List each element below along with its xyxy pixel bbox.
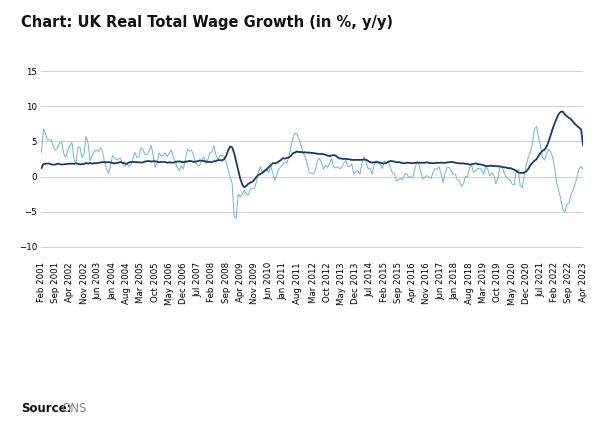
Text: ONS: ONS [61, 402, 86, 415]
Text: Source:: Source: [21, 402, 71, 415]
Text: Chart: UK Real Total Wage Growth (in %, y/y): Chart: UK Real Total Wage Growth (in %, … [21, 15, 392, 30]
